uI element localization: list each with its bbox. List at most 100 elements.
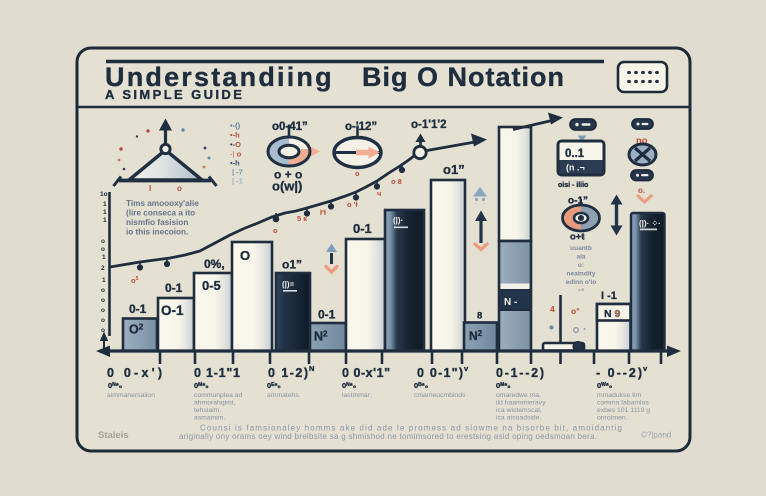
svg-text:o-1”: o-1”: [568, 196, 588, 207]
svg-text:o°: o°: [571, 306, 580, 316]
svg-text:(|)=: (|)=: [282, 280, 295, 289]
svg-text:N: N: [309, 364, 314, 373]
svg-text:o: o: [101, 317, 105, 324]
svg-text:0M*₀: 0M*₀: [194, 381, 209, 390]
svg-text:ahmorahqimt,: ahmorahqimt,: [194, 400, 236, 407]
svg-text:o(w|): o(w|): [272, 179, 302, 194]
svg-text:(n .¬: (n .¬: [566, 163, 585, 173]
svg-text:(|)·: (|)·: [393, 216, 403, 225]
svg-text:0-1: 0-1: [129, 302, 147, 316]
svg-text:0-1--2): 0-1--2): [496, 366, 544, 380]
svg-text:o1”: o1”: [282, 258, 302, 272]
svg-text:ica atsoadside.: ica atsoadside.: [496, 415, 541, 422]
svg-text:comma fabamlos: comma fabamlos: [597, 400, 649, 407]
svg-text:8: 8: [477, 311, 482, 322]
svg-text:1: 1: [103, 209, 107, 216]
svg-text:Tims amoooxy'alie: Tims amoooxy'alie: [126, 199, 199, 208]
svg-text:0-1: 0-1: [165, 281, 183, 295]
svg-text:- 0--2): - 0--2): [596, 366, 642, 380]
svg-text:0B*₀: 0B*₀: [414, 381, 428, 390]
svg-text:cmameucmbinds: cmameucmbinds: [414, 392, 466, 399]
svg-text:ammatehs.: ammatehs.: [267, 392, 301, 399]
svg-text:io this inecoion.: io this inecoion.: [126, 228, 188, 237]
svg-text:(|)· ⁘·: (|)· ⁘·: [639, 219, 661, 228]
svg-text:exbes 101 1119 g: exbes 101 1119 g: [597, 407, 650, 414]
svg-text:o 'ł: o 'ł: [347, 200, 358, 209]
svg-text:1: 1: [103, 217, 107, 224]
svg-text:4: 4: [550, 304, 555, 314]
svg-text:1: 1: [103, 201, 107, 208]
svg-text:Big O Notation: Big O Notation: [362, 62, 565, 92]
svg-text:o: o: [355, 169, 360, 178]
svg-text:•-O: •-O: [230, 140, 241, 149]
svg-text:asmamim.: asmamim.: [194, 415, 225, 422]
svg-text:0 1-1"1: 0 1-1"1: [194, 366, 240, 380]
svg-text:ч: ч: [377, 189, 381, 198]
svg-text:I: I: [149, 184, 151, 193]
svg-text:0N*₀: 0N*₀: [342, 381, 356, 390]
svg-text:5 к: 5 к: [297, 214, 307, 223]
svg-text:o: o: [273, 226, 278, 235]
svg-text:0N*₀: 0N*₀: [108, 381, 122, 390]
svg-text:-| o: -| o: [230, 150, 242, 159]
svg-text:tehslalm.: tehslalm.: [194, 407, 221, 414]
svg-text:0-1: 0-1: [318, 308, 336, 322]
svg-text:ariginally ony orams oey wind: ariginally ony orams oey wind brelbsite …: [179, 432, 597, 441]
svg-text:2: 2: [101, 265, 105, 272]
svg-text:0%,: 0%,: [204, 257, 225, 271]
svg-text:I -1: I -1: [601, 290, 617, 302]
svg-text:1o: 1o: [100, 191, 108, 198]
svg-text:o: o: [101, 246, 105, 253]
svg-text:0E*₀: 0E*₀: [267, 381, 281, 390]
svg-text:o: o: [101, 238, 105, 245]
svg-text:aimmanersaiion: aimmanersaiion: [107, 392, 155, 399]
svg-text:uuantb: uuantb: [570, 245, 592, 252]
svg-text:~⁵: ~⁵: [578, 288, 585, 295]
svg-text:ł'ł: ł'ł: [320, 208, 327, 217]
svg-text:1: 1: [102, 277, 106, 284]
svg-text:| -7: | -7: [232, 168, 243, 177]
svg-text:0..1: 0..1: [565, 148, 585, 160]
svg-text:0 0-x'1": 0 0-x'1": [342, 366, 390, 380]
svg-text:ild haammieravy: ild haammieravy: [496, 400, 546, 407]
svg-text:0-5: 0-5: [202, 278, 221, 293]
svg-text:neatndity: neatndity: [567, 271, 596, 278]
svg-text:o: o: [101, 327, 105, 334]
svg-text:o:: o:: [578, 262, 584, 269]
svg-text:o 8: o 8: [391, 177, 402, 186]
svg-text:0W*₀: 0W*₀: [597, 381, 612, 390]
svg-text:no: no: [636, 136, 648, 147]
svg-text:0M*₀: 0M*₀: [496, 381, 511, 390]
svg-text:Understandiing: Understandiing: [105, 62, 334, 92]
svg-text:0 0-1"): 0 0-1"): [417, 366, 463, 380]
svg-text:o + o: o + o: [274, 168, 302, 182]
svg-text:o-'12”: o-'12”: [345, 121, 377, 133]
svg-text:edinn o'lo: edinn o'lo: [566, 279, 596, 286]
svg-text:0 1-2): 0 1-2): [268, 366, 308, 380]
svg-text:©?|pand: ©?|pand: [641, 431, 671, 440]
svg-text:o-1'1'2: o-1'1'2: [411, 119, 447, 131]
svg-text:N 9: N 9: [604, 308, 621, 320]
svg-text:N -: N -: [504, 297, 517, 308]
svg-text:Counsi is famsionaley homms ak: Counsi is famsionaley homms ake did ade …: [200, 424, 622, 433]
svg-text:Staleis: Staleis: [98, 430, 129, 441]
svg-text:(lire conseca a ito: (lire conseca a ito: [126, 209, 195, 218]
svg-text:•-(): •-(): [230, 121, 241, 130]
svg-text:o+ŧ: o+ŧ: [570, 232, 585, 243]
svg-text:ica wistemscal,: ica wistemscal,: [496, 407, 542, 414]
svg-text:o: o: [177, 184, 182, 193]
svg-text:| -1: | -1: [232, 177, 243, 186]
svg-text:o.: o.: [638, 186, 645, 195]
svg-text:omaredwe ma,: omaredwe ma,: [496, 392, 541, 399]
svg-text:communplea ad: communplea ad: [194, 392, 243, 399]
svg-text:O-1: O-1: [161, 303, 184, 318]
svg-text:•-h: •-h: [230, 131, 240, 140]
svg-text:O: O: [240, 248, 250, 263]
svg-text:1: 1: [102, 254, 106, 261]
svg-text:mmadukse tim: mmadukse tim: [597, 392, 642, 399]
svg-text:lastmmar;: lastmmar;: [342, 392, 372, 399]
svg-text:o5: o5: [131, 276, 139, 285]
svg-text:0-1: 0-1: [353, 221, 372, 236]
svg-text:o: o: [101, 287, 105, 294]
svg-text:ala: ala: [576, 254, 585, 261]
